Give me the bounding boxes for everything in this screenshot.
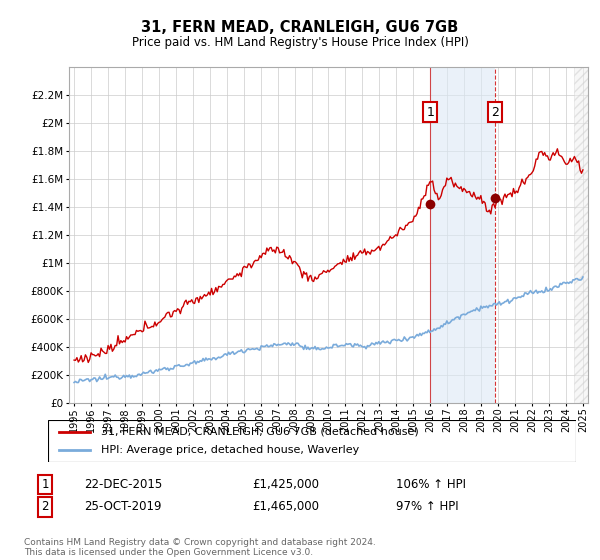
Text: £1,425,000: £1,425,000 [252,478,319,491]
Text: 1: 1 [427,105,434,119]
Text: HPI: Average price, detached house, Waverley: HPI: Average price, detached house, Wave… [101,445,359,455]
Text: 22-DEC-2015: 22-DEC-2015 [84,478,162,491]
Text: 2: 2 [41,500,49,514]
Bar [430,67,495,403]
Text: 1: 1 [41,478,49,491]
Text: 31, FERN MEAD, CRANLEIGH, GU6 7GB: 31, FERN MEAD, CRANLEIGH, GU6 7GB [142,20,458,35]
Bar [574,67,588,403]
Text: 2: 2 [491,105,499,119]
Text: 31, FERN MEAD, CRANLEIGH, GU6 7GB (detached house): 31, FERN MEAD, CRANLEIGH, GU6 7GB (detac… [101,427,419,437]
Text: 97% ↑ HPI: 97% ↑ HPI [396,500,458,514]
Text: Price paid vs. HM Land Registry's House Price Index (HPI): Price paid vs. HM Land Registry's House … [131,36,469,49]
Text: £1,465,000: £1,465,000 [252,500,319,514]
Text: 25-OCT-2019: 25-OCT-2019 [84,500,161,514]
Text: 106% ↑ HPI: 106% ↑ HPI [396,478,466,491]
Text: Contains HM Land Registry data © Crown copyright and database right 2024.
This d: Contains HM Land Registry data © Crown c… [24,538,376,557]
